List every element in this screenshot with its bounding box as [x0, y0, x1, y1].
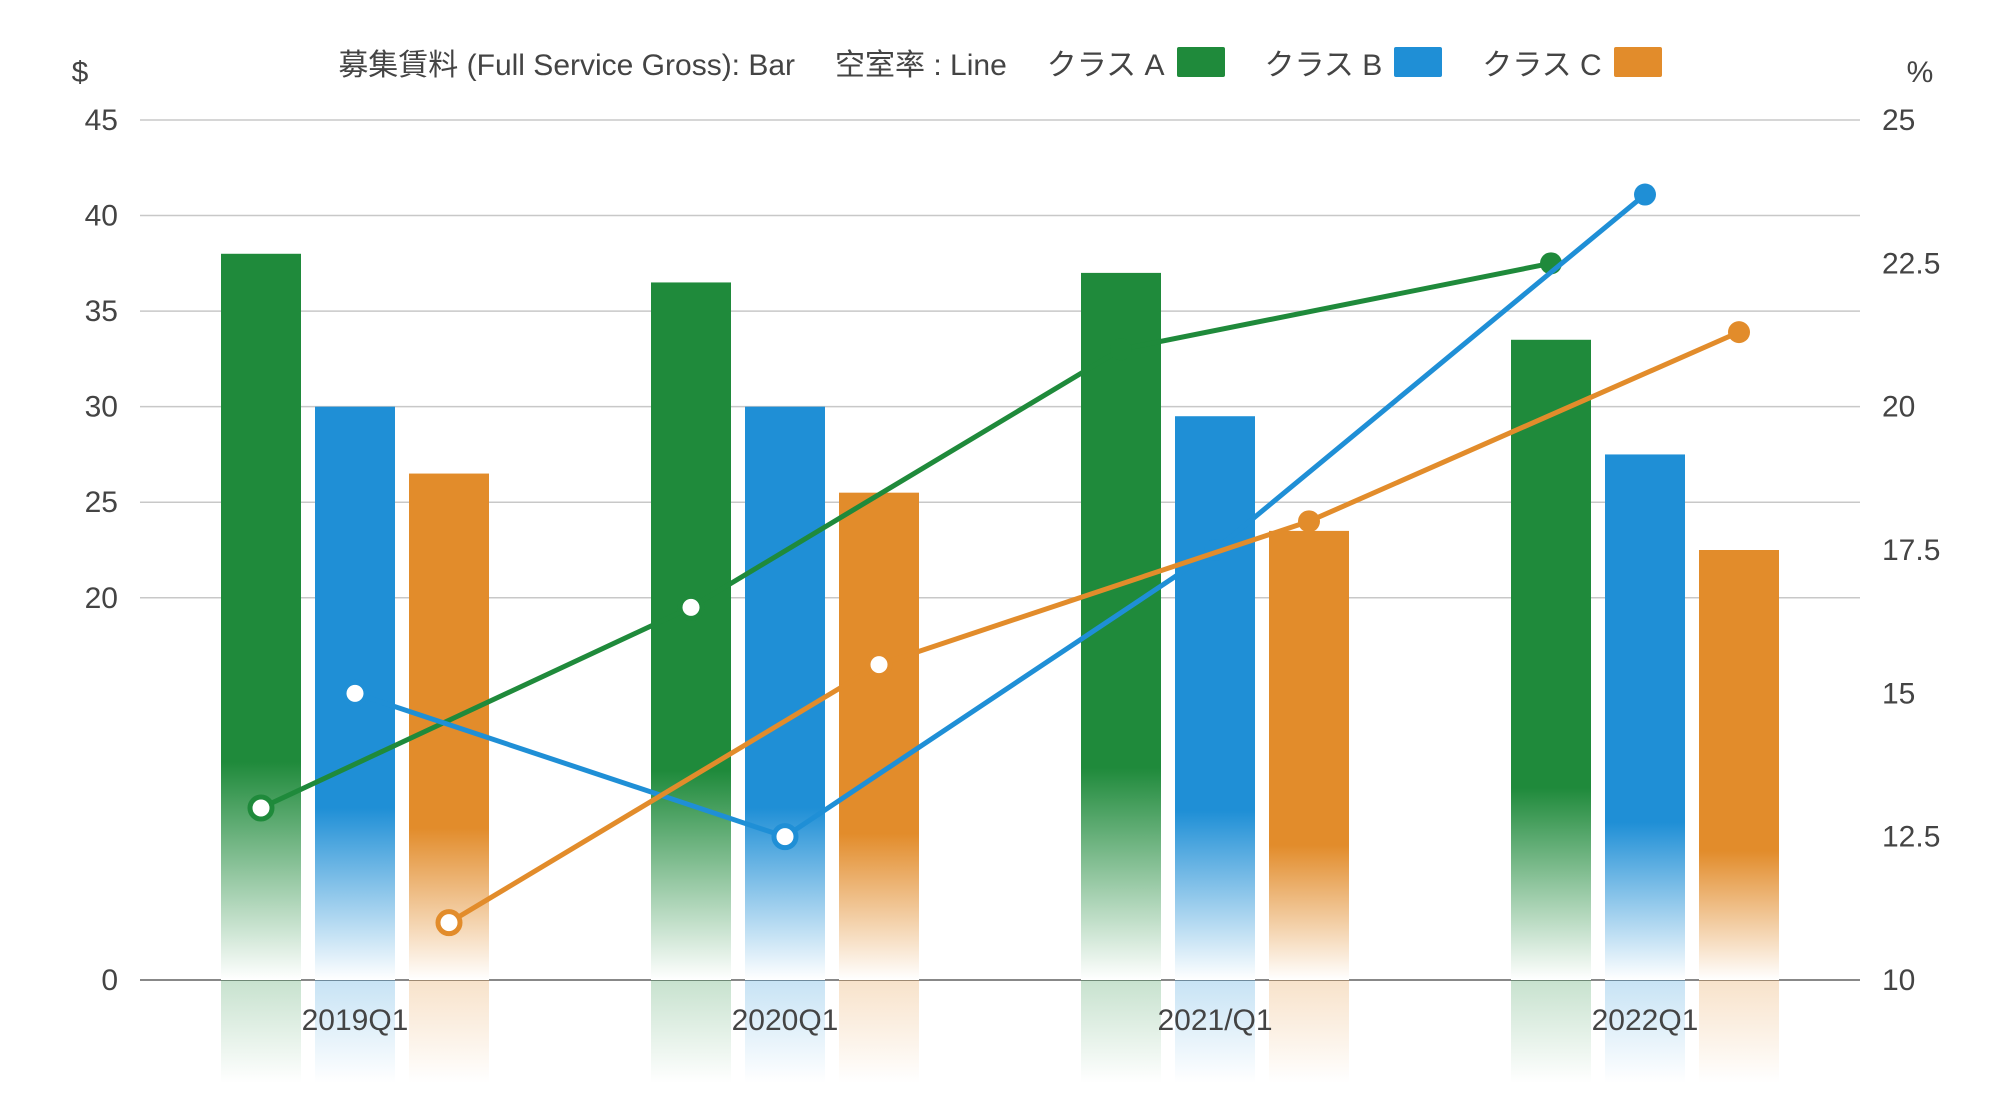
- bar-C: 22.5: [1699, 550, 1779, 980]
- axis-right-tick: 22.5: [1882, 247, 1940, 280]
- axis-left-tick: 30: [85, 391, 118, 424]
- bar-B: 30: [745, 407, 825, 980]
- bar-A: 36.5: [651, 282, 731, 980]
- bar-B: 29.5: [1175, 416, 1255, 980]
- axis-right-tick: 20: [1882, 391, 1915, 424]
- category-label: 2022Q1: [1592, 1004, 1699, 1037]
- bar-B: 27.5: [1605, 454, 1685, 980]
- axis-right-tick: 12.5: [1882, 821, 1940, 854]
- bar-A: 33.5: [1511, 340, 1591, 980]
- axis-left-tick: 40: [85, 200, 118, 233]
- line-marker-A: 21: [1110, 338, 1132, 360]
- axis-right-tick: 15: [1882, 677, 1915, 710]
- line-marker-C: 18: [1298, 510, 1320, 532]
- axis-left-tick: 45: [85, 104, 118, 137]
- bar-C: 23.5: [1269, 531, 1349, 980]
- bar-reflection: [651, 980, 731, 1083]
- axis-left-tick: 20: [85, 582, 118, 615]
- axis-right-tick: 17.5: [1882, 534, 1940, 567]
- line-marker-A: 16.5: [680, 596, 702, 618]
- axis-right-tick: 25: [1882, 104, 1915, 137]
- line-marker-C: 15.5: [868, 654, 890, 676]
- line-marker-C: 11: [438, 912, 460, 934]
- line-marker-B: 12.5: [774, 826, 796, 848]
- line-marker-B: 15: [344, 682, 366, 704]
- axis-right-unit: %: [1907, 56, 1934, 89]
- line-marker-A: 13: [250, 797, 272, 819]
- line-marker-B: 23.7: [1634, 184, 1656, 206]
- bar-reflection: [1269, 980, 1349, 1083]
- category-label: 2019Q1: [302, 1004, 409, 1037]
- axis-right-tick: 10: [1882, 964, 1915, 997]
- bar-reflection: [1699, 980, 1779, 1083]
- chart-svg: $0 20 25 30 35 40 45% 10 12.5 15 17.5 20 22.5 25 38 36.…: [0, 0, 2000, 1100]
- bar-reflection: [839, 980, 919, 1083]
- bar-reflection: [221, 980, 301, 1083]
- line-marker-C: 21.3: [1728, 321, 1750, 343]
- chart-container: 募集賃料 (Full Service Gross): Bar空室率 : Line…: [0, 0, 2000, 1100]
- axis-left-tick: 0: [101, 964, 118, 997]
- line-B: [355, 195, 1645, 837]
- axis-left-tick: 25: [85, 486, 118, 519]
- category-label: 2020Q1: [732, 1004, 839, 1037]
- axis-left-unit: $: [72, 56, 89, 89]
- bar-reflection: [1511, 980, 1591, 1083]
- bar-A: 38: [221, 254, 301, 980]
- axis-left-tick: 35: [85, 295, 118, 328]
- bar-A: 37: [1081, 273, 1161, 980]
- category-label: 2021/Q1: [1157, 1004, 1272, 1037]
- bar-reflection: [409, 980, 489, 1083]
- bar-C: 25.5: [839, 493, 919, 980]
- bar-reflection: [1081, 980, 1161, 1083]
